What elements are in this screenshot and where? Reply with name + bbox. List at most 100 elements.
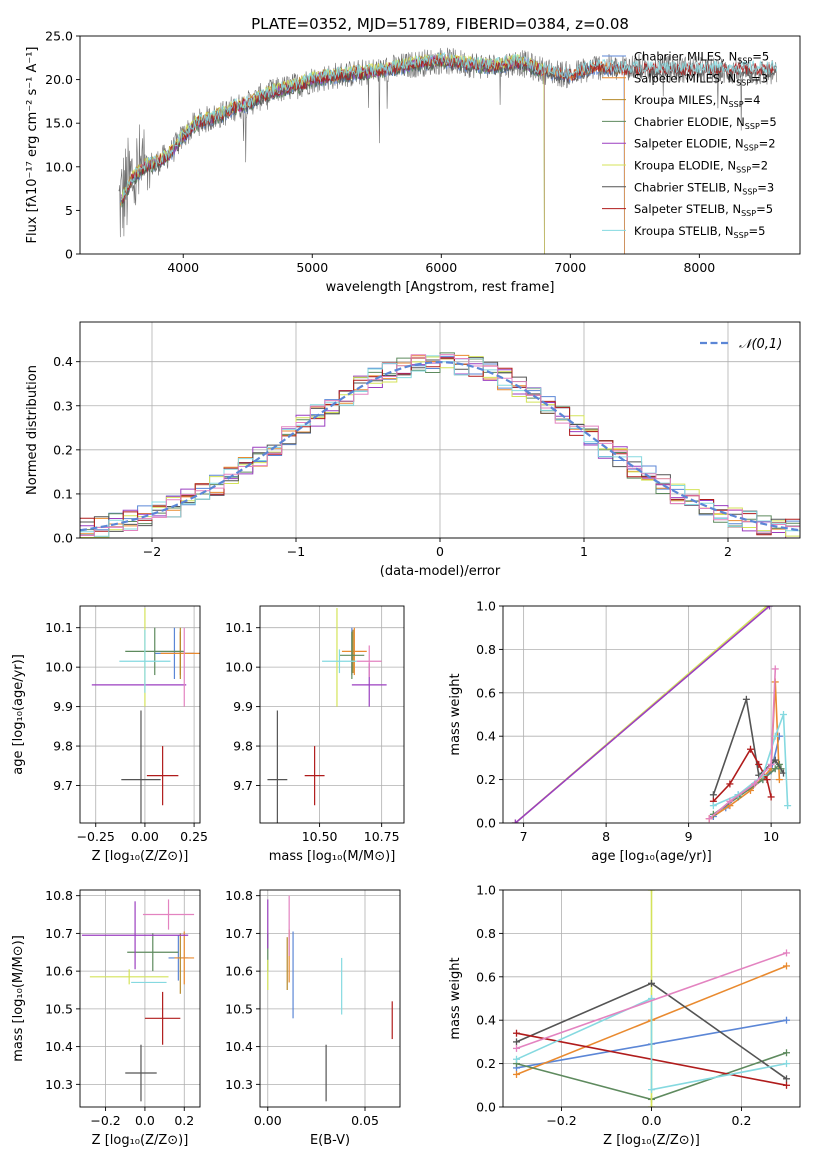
y-tick-label: 10.5 — [45, 1001, 73, 1016]
weight_vs_age-frame: 7 8 9 10 0.0 0.2 0.4 0.6 0.8 1.0 age [log₁₀(age/yr… — [448, 599, 801, 864]
x-tick-label: 0.2 — [174, 1113, 194, 1128]
weight-marker — [784, 802, 792, 810]
legend-entry: Chabrier ELODIE, NSSP=5 — [634, 115, 777, 131]
y-tick-label: 10.0 — [225, 660, 253, 675]
residual-histograms — [80, 352, 800, 538]
y-tick-label: 0.1 — [53, 486, 73, 501]
legend-entry: Salpeter ELODIE, NSSP=2 — [634, 137, 776, 153]
weight-marker — [783, 1060, 790, 1068]
y-axis-label: Normed distribution — [25, 365, 40, 495]
y-axis-label: age [log₁₀(age/yr)] — [11, 654, 26, 775]
y-tick-label: 20.0 — [45, 72, 73, 87]
weight-marker — [783, 1075, 790, 1083]
errorbar-point — [174, 931, 195, 985]
legend-entry: Salpeter MILES, NSSP=3 — [634, 71, 768, 87]
age_vs_mass-frame: 10.50 10.75 9.7 9.8 9.9 10.0 10.1 mass [log₁₀(M… — [225, 605, 405, 864]
age_vs_mass-axes — [260, 606, 404, 823]
spectrum-lines — [118, 47, 778, 254]
spectrum-frame: 4000 5000 6000 7000 8000 0 5 10.0 15.0 20.0 25.0 wa… — [25, 29, 801, 295]
x-axis-label: mass [log₁₀(M/M⊙)] — [269, 849, 396, 864]
y-tick-label: 0.2 — [53, 442, 73, 457]
errorbar-point — [341, 627, 367, 676]
weight-marker — [767, 793, 775, 801]
y-tick-label: 10.4 — [45, 1039, 73, 1054]
weight-marker — [705, 815, 713, 823]
weight-marker — [726, 780, 734, 788]
mass_vs_Z-points — [81, 899, 195, 1102]
errorbar-point — [142, 899, 195, 930]
weight-marker — [648, 1103, 655, 1107]
x-tick-label: 0.25 — [180, 829, 208, 844]
age_vs_Z-points — [91, 607, 200, 823]
y-tick-label: 9.9 — [233, 699, 253, 714]
y-tick-label: 10.6 — [225, 964, 253, 979]
y-tick-label: 0.0 — [53, 531, 73, 546]
weight-marker — [783, 962, 790, 970]
weight-marker — [742, 695, 750, 703]
y-tick-label: 0 — [65, 247, 73, 262]
y-tick-label: 10.8 — [225, 888, 253, 903]
weight-marker — [726, 797, 734, 805]
weight-series-line — [713, 714, 789, 807]
weight-marker — [755, 760, 763, 768]
weight-series-line — [712, 736, 781, 818]
model-spectrum-line — [120, 55, 545, 254]
normal-curve — [80, 360, 800, 532]
weight_vs_age-lines — [511, 606, 792, 823]
x-tick-label: 0.05 — [351, 1113, 379, 1128]
weight-marker — [648, 1086, 655, 1094]
y-tick-label: 9.8 — [53, 739, 73, 754]
errorbar-point — [356, 645, 382, 678]
y-axis-label: Flux [fλ10⁻¹⁷ erg cm⁻² s⁻¹ A⁻¹] — [25, 47, 40, 244]
weight-marker — [648, 979, 655, 987]
x-tick-label: 0.00 — [131, 829, 159, 844]
weight-series-line — [712, 747, 772, 802]
errorbar-point — [144, 991, 181, 1045]
y-tick-label: 0.2 — [476, 1056, 496, 1071]
errorbar-point — [125, 1044, 157, 1102]
errorbar-point — [304, 746, 325, 806]
errorbar-point — [322, 649, 357, 674]
spectrum-legend: Chabrier MILES, NSSP=5 Salpeter MILES, NS… — [602, 50, 777, 240]
x-tick-label: −0.2 — [90, 1113, 120, 1128]
figure-title: PLATE=0352, MJD=51789, FIBERID=0384, z=0… — [251, 15, 629, 33]
age_vs_mass-points — [267, 607, 387, 823]
mass_vs_ebv-frame: 0.00 0.05 10.3 10.4 10.5 10.6 10.7 10.8 E(B-V) — [225, 888, 401, 1148]
y-tick-label: 0.4 — [476, 1013, 496, 1028]
weight-marker — [513, 1070, 520, 1078]
model-spectrum-line — [119, 57, 625, 254]
weight_vs_age-axes — [503, 605, 800, 824]
y-tick-label: 10.0 — [45, 660, 73, 675]
errorbar-point — [127, 933, 179, 972]
y-tick-label: 10.1 — [225, 620, 253, 635]
errorbar-point — [81, 901, 189, 970]
x-tick-label: 7 — [520, 829, 528, 844]
axes-frame — [502, 605, 801, 824]
weight-marker — [751, 780, 759, 788]
weight-series-line — [708, 681, 781, 820]
y-tick-label: 10.8 — [45, 888, 73, 903]
y-tick-label: 9.8 — [233, 739, 253, 754]
y-tick-label: 10.3 — [45, 1077, 73, 1092]
weight-marker — [747, 745, 754, 753]
x-tick-label: 0.0 — [135, 1113, 155, 1128]
mass_vs_ebv-points — [267, 895, 393, 1102]
weight-marker — [511, 819, 519, 823]
y-tick-label: 10.7 — [45, 926, 73, 941]
weight-marker — [513, 1055, 520, 1063]
weight-series-line — [516, 952, 787, 1050]
weight-marker — [709, 791, 717, 799]
weight-marker — [763, 776, 771, 784]
errorbar-point — [146, 746, 179, 806]
x-axis-label: age [log₁₀(age/yr)] — [591, 849, 712, 864]
weight-marker — [513, 1029, 520, 1037]
weight-marker — [771, 756, 779, 764]
axes-frame — [259, 605, 405, 824]
x-tick-label: 0.0 — [642, 1113, 662, 1128]
weight-marker — [783, 949, 790, 957]
x-tick-label: 5000 — [296, 260, 328, 275]
x-tick-label: 10.50 — [302, 829, 338, 844]
model-spectrum-line — [122, 51, 777, 199]
x-tick-label: 2 — [724, 544, 732, 559]
